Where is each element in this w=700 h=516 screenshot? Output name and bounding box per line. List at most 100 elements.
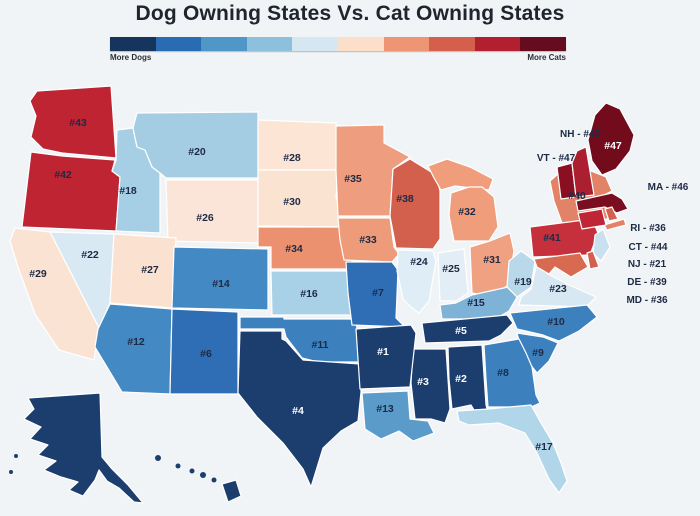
state-maine [587,102,635,176]
state-louisiana-rank: #13 [376,403,394,415]
state-iowa-rank: #33 [359,234,377,246]
alaska-island [9,470,13,474]
state-oregon [21,151,121,232]
state-oregon-rank: #42 [54,169,72,181]
state-florida-rank: #17 [535,441,553,453]
hawaii-island [200,472,206,478]
state-california [9,227,100,361]
state-indiana [437,248,469,302]
state-washington [29,85,117,159]
alaska-island [14,454,18,458]
state-new-york-rank: #40 [568,190,586,202]
callout-vermont: VT - #47 [537,153,576,164]
state-florida [456,404,568,494]
callout-massachusetts: MA - #46 [648,182,689,193]
hawaii-island [189,468,195,474]
state-montana-rank: #20 [188,146,206,158]
state-massachusetts [575,192,629,214]
state-arkansas-rank: #1 [377,346,389,358]
state-south-dakota-rank: #30 [283,196,301,208]
state-north-carolina [509,304,598,342]
state-pennsylvania-rank: #41 [543,232,561,244]
state-delaware [586,250,600,270]
legend-color-step [429,37,475,51]
legend-color-step [474,37,521,51]
state-mississippi [410,348,451,424]
state-connecticut [577,208,607,230]
state-idaho-rank: #18 [119,185,137,197]
state-arizona [94,303,173,395]
state-new-jersey [592,228,611,262]
callout-new-hampshire: NH - #45 [560,129,600,140]
state-kentucky-rank: #15 [467,297,485,309]
state-north-carolina-rank: #10 [547,316,565,328]
state-texas [237,330,362,488]
state-california-rank: #29 [29,268,47,280]
state-alabama [447,344,489,416]
state-tennessee [421,314,514,344]
state-alaska [23,392,144,504]
callout-new-jersey: NJ - #21 [628,259,667,270]
state-mississippi-rank: #3 [417,376,429,388]
legend-color-step [201,37,247,51]
state-nebraska [257,226,353,270]
color-scale-legend: More Dogs More Cats [110,37,566,62]
legend-color-step [155,37,202,51]
state-tennessee-rank: #5 [455,325,467,337]
state-illinois-rank: #24 [410,256,428,268]
state-texas-rank: #4 [292,405,304,417]
state-nebraska-rank: #34 [285,243,303,255]
state-new-hampshire [571,146,595,198]
state-colorado [171,246,269,311]
state-iowa [337,217,400,263]
state-north-dakota-rank: #28 [283,152,301,164]
state-minnesota-rank: #35 [344,173,362,185]
state-colorado-rank: #14 [212,278,230,290]
state-nevada-rank: #22 [81,249,99,261]
state-missouri-rank: #7 [372,287,384,299]
state-missouri [345,261,406,328]
state-illinois [396,249,437,314]
legend-more-cats-label: More Cats [527,53,566,62]
legend-more-dogs-label: More Dogs [110,53,152,62]
hawaii-island [155,455,161,461]
state-virginia-rank: #23 [549,283,567,295]
page-title: Dog Owning States Vs. Cat Owning States [135,2,565,25]
state-michigan-rank: #32 [458,206,476,218]
state-wyoming-rank: #26 [196,212,214,224]
state-michigan [448,186,499,242]
legend-color-step [110,37,156,51]
legend-color-step [292,37,338,51]
state-washington-rank: #43 [69,117,87,129]
state-georgia-rank: #8 [497,367,509,379]
state-rhode-island [604,206,619,222]
callout-delaware: DE - #39 [627,277,667,288]
legend-color-step [520,37,566,51]
state-west-virginia-rank: #19 [514,276,532,288]
state-montana [132,111,259,179]
state-michigan-upper-peninsula [427,158,494,191]
legend-gradient-bar [110,37,566,51]
hawaii-island [175,463,181,469]
hawaii-big-island [221,479,242,503]
legend-color-step [383,37,430,51]
legend-color-step [246,37,293,51]
state-kansas-rank: #16 [300,288,318,300]
state-alabama-rank: #2 [455,373,467,385]
state-arkansas [355,324,417,390]
state-maine-rank: #47 [604,140,622,152]
state-maryland [533,252,589,278]
state-louisiana [361,390,435,442]
state-georgia [483,338,541,408]
state-new-york-long-island [603,218,627,231]
state-wisconsin [389,158,441,250]
state-oklahoma-rank: #11 [312,339,329,351]
state-utah-rank: #27 [141,264,159,276]
callout-connecticut: CT - #44 [629,242,668,253]
hawaii-island [211,477,217,483]
callout-maryland: MD - #36 [626,295,668,306]
state-wisconsin-rank: #38 [396,193,414,205]
state-new-mexico [169,308,239,395]
